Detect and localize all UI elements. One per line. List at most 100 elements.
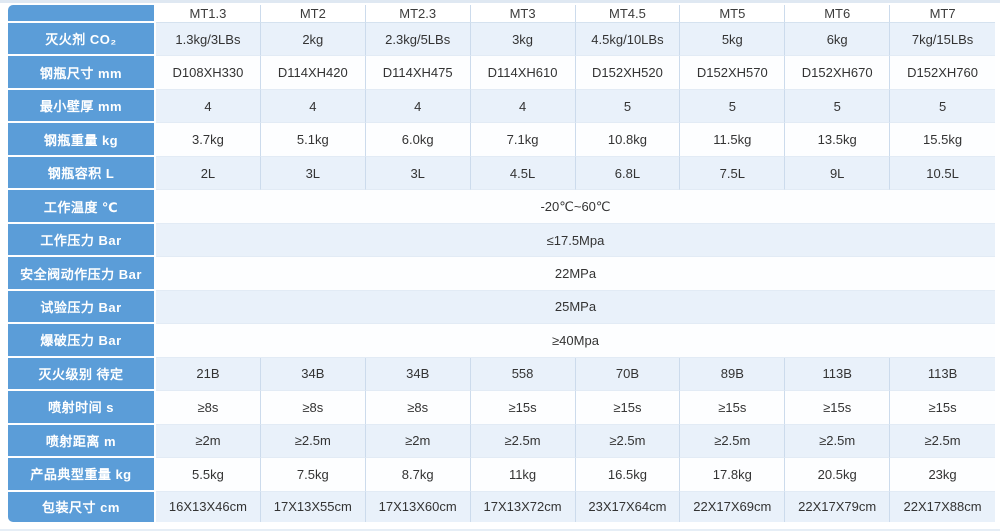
value-cell: ≥2.5m <box>890 424 995 459</box>
row-label: 最小壁厚 mm <box>8 89 156 124</box>
table-row: 喷射距离 m ≥2m ≥2.5m ≥2m ≥2.5m ≥2.5m ≥2.5m ≥2.5m ≥2.… <box>8 424 995 459</box>
table-row: 工作温度 ℃ -20℃~60℃ <box>8 190 995 224</box>
spec-table: MT1.3 MT2 MT2.3 MT3 MT4.5 MT5 MT6 MT7 灭火剂 CO₂ 1.… <box>8 5 995 522</box>
value-cell: 17X13X60cm <box>365 491 471 522</box>
spec-table-container: MT1.3 MT2 MT2.3 MT3 MT4.5 MT5 MT6 MT7 灭火剂 CO₂ 1.… <box>8 5 995 522</box>
value-cell: 1.3kg/3LBs <box>156 23 261 57</box>
value-cell: 7.5kg <box>260 458 366 492</box>
merged-value-cell: 22MPa <box>156 257 995 291</box>
column-header-mt4-5: MT4.5 <box>575 5 681 23</box>
value-cell: 5 <box>785 89 891 124</box>
column-header-mt2: MT2 <box>260 5 366 23</box>
value-cell: 34B <box>365 357 471 392</box>
row-label: 安全阀动作压力 Bar <box>8 257 156 291</box>
value-cell: ≥2.5m <box>785 424 891 459</box>
value-cell: 3kg <box>470 23 576 57</box>
value-cell: 2.3kg/5LBs <box>365 23 471 57</box>
value-cell: 5 <box>575 89 681 124</box>
value-cell: 10.8kg <box>575 123 681 157</box>
value-cell: 5.5kg <box>156 458 261 492</box>
value-cell: 113B <box>785 357 891 392</box>
value-cell: 17X13X72cm <box>470 491 576 522</box>
value-cell: 21B <box>156 357 261 392</box>
table-row: 灭火剂 CO₂ 1.3kg/3LBs 2kg 2.3kg/5LBs 3kg 4.5kg/1… <box>8 23 995 57</box>
table-row: 钢瓶尺寸 mm D108XH330 D114XH420 D114XH475 D114XH… <box>8 56 995 90</box>
value-cell: 4.5L <box>470 156 576 191</box>
value-cell: ≥15s <box>680 391 786 425</box>
value-cell: 15.5kg <box>890 123 995 157</box>
value-cell: ≥8s <box>260 391 366 425</box>
header-row: MT1.3 MT2 MT2.3 MT3 MT4.5 MT5 MT6 MT7 <box>8 5 995 23</box>
table-row: 包装尺寸 cm 16X13X46cm 17X13X55cm 17X13X60cm 17X… <box>8 491 995 522</box>
table-row: 钢瓶容积 L 2L 3L 3L 4.5L 6.8L 7.5L 9L 10.5L <box>8 156 995 191</box>
value-cell: D152XH670 <box>785 56 891 90</box>
table-row: 产品典型重量 kg 5.5kg 7.5kg 8.7kg 11kg 16.5kg 17.8kg… <box>8 458 995 492</box>
value-cell: 3.7kg <box>156 123 261 157</box>
column-header-mt2-3: MT2.3 <box>365 5 471 23</box>
merged-value-cell: ≥40Mpa <box>156 324 995 358</box>
row-label: 试验压力 Bar <box>8 290 156 325</box>
value-cell: ≥15s <box>785 391 891 425</box>
value-cell: ≥2m <box>156 424 261 459</box>
row-label: 喷射距离 m <box>8 424 156 459</box>
value-cell: 20.5kg <box>785 458 891 492</box>
row-label: 工作压力 Bar <box>8 223 156 258</box>
value-cell: 3L <box>365 156 471 191</box>
spec-table-head: MT1.3 MT2 MT2.3 MT3 MT4.5 MT5 MT6 MT7 <box>8 5 995 23</box>
column-header-mt3: MT3 <box>470 5 576 23</box>
row-label: 爆破压力 Bar <box>8 324 156 358</box>
value-cell: ≥2.5m <box>680 424 786 459</box>
row-label: 钢瓶尺寸 mm <box>8 56 156 90</box>
value-cell: 4 <box>365 89 471 124</box>
table-row: 灭火级别 待定 21B 34B 34B 558 70B 89B 113B 113B <box>8 357 995 392</box>
column-header-mt1-3: MT1.3 <box>156 5 261 23</box>
value-cell: 34B <box>260 357 366 392</box>
value-cell: 558 <box>470 357 576 392</box>
value-cell: 89B <box>680 357 786 392</box>
value-cell: D152XH520 <box>575 56 681 90</box>
row-label: 灭火剂 CO₂ <box>8 23 156 57</box>
value-cell: D114XH420 <box>260 56 366 90</box>
page-top-edge <box>0 0 1000 3</box>
value-cell: 5 <box>680 89 786 124</box>
value-cell: 5kg <box>680 23 786 57</box>
value-cell: ≥8s <box>156 391 261 425</box>
spec-table-body: 灭火剂 CO₂ 1.3kg/3LBs 2kg 2.3kg/5LBs 3kg 4.5kg/1… <box>8 23 995 522</box>
value-cell: 4 <box>260 89 366 124</box>
column-header-mt6: MT6 <box>785 5 891 23</box>
value-cell: 8.7kg <box>365 458 471 492</box>
page-bottom-edge <box>0 529 1000 531</box>
value-cell: ≥8s <box>365 391 471 425</box>
value-cell: D114XH475 <box>365 56 471 90</box>
value-cell: 23kg <box>890 458 995 492</box>
value-cell: 9L <box>785 156 891 191</box>
value-cell: 3L <box>260 156 366 191</box>
value-cell: 6kg <box>785 23 891 57</box>
row-label: 钢瓶容积 L <box>8 156 156 191</box>
value-cell: D108XH330 <box>156 56 261 90</box>
value-cell: 7.1kg <box>470 123 576 157</box>
value-cell: 6.8L <box>575 156 681 191</box>
merged-value-cell: 25MPa <box>156 290 995 325</box>
value-cell: 17.8kg <box>680 458 786 492</box>
value-cell: 2L <box>156 156 261 191</box>
row-label: 工作温度 ℃ <box>8 190 156 224</box>
table-row: 钢瓶重量 kg 3.7kg 5.1kg 6.0kg 7.1kg 10.8kg 11.5kg 1… <box>8 123 995 157</box>
value-cell: 2kg <box>260 23 366 57</box>
value-cell: ≥2.5m <box>575 424 681 459</box>
value-cell: 4 <box>470 89 576 124</box>
value-cell: ≥2m <box>365 424 471 459</box>
corner-cell <box>8 5 156 23</box>
value-cell: 6.0kg <box>365 123 471 157</box>
value-cell: D114XH610 <box>470 56 576 90</box>
value-cell: ≥15s <box>470 391 576 425</box>
value-cell: 4 <box>156 89 261 124</box>
table-row: 试验压力 Bar 25MPa <box>8 290 995 325</box>
row-label: 包装尺寸 cm <box>8 491 156 522</box>
value-cell: 4.5kg/10LBs <box>575 23 681 57</box>
table-row: 安全阀动作压力 Bar 22MPa <box>8 257 995 291</box>
table-row: 喷射时间 s ≥8s ≥8s ≥8s ≥15s ≥15s ≥15s ≥15s ≥15s <box>8 391 995 425</box>
value-cell: ≥15s <box>575 391 681 425</box>
value-cell: 7.5L <box>680 156 786 191</box>
value-cell: 113B <box>890 357 995 392</box>
